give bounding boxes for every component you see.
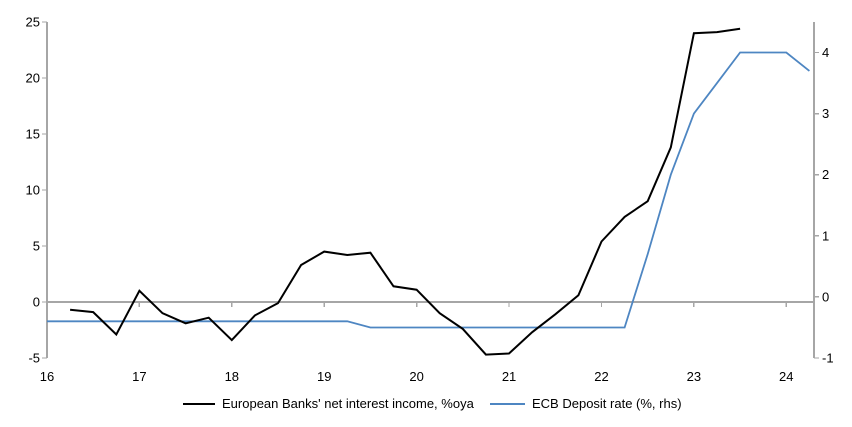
right-axis-tick-label: 3 [822,106,829,121]
left-axis-tick-label: 10 [26,183,40,198]
left-axis-tick-label: 0 [33,295,40,310]
series-line-net-interest-income [70,27,741,356]
right-axis-tick-label: 1 [822,228,829,243]
left-axis-tick-label: 15 [26,127,40,142]
right-axis-tick-label: 2 [822,167,829,182]
legend-item-ecb-deposit-rate: ECB Deposit rate (%, rhs) [490,396,682,411]
right-axis-tick-label: 4 [822,45,829,60]
left-axis-tick-label: 5 [33,239,40,254]
right-axis-tick-label: 0 [822,289,829,304]
x-axis-tick-label: 20 [409,369,423,384]
series-line-ecb-deposit-rate [47,51,810,329]
left-axis-tick-label: 20 [26,71,40,86]
x-axis-tick-label: 18 [225,369,239,384]
x-axis-tick-label: 22 [594,369,608,384]
legend-label-ecb-deposit-rate: ECB Deposit rate (%, rhs) [532,396,682,411]
x-axis-tick-label: 17 [132,369,146,384]
x-axis-tick-label: 23 [687,369,701,384]
left-axis-tick-label: -5 [28,351,40,366]
x-axis-tick-label: 19 [317,369,331,384]
x-axis-tick-label: 16 [40,369,54,384]
x-axis-tick-label: 24 [779,369,793,384]
blue-line-swatch-icon [490,402,525,405]
legend-label-net-interest-income: European Banks' net interest income, %oy… [222,396,474,411]
black-line-swatch-icon [183,402,215,405]
right-axis-tick-label: -1 [822,351,834,366]
legend-item-net-interest-income: European Banks' net interest income, %oy… [183,396,474,411]
left-axis-tick-label: 25 [26,15,40,30]
x-axis-tick-label: 21 [502,369,516,384]
